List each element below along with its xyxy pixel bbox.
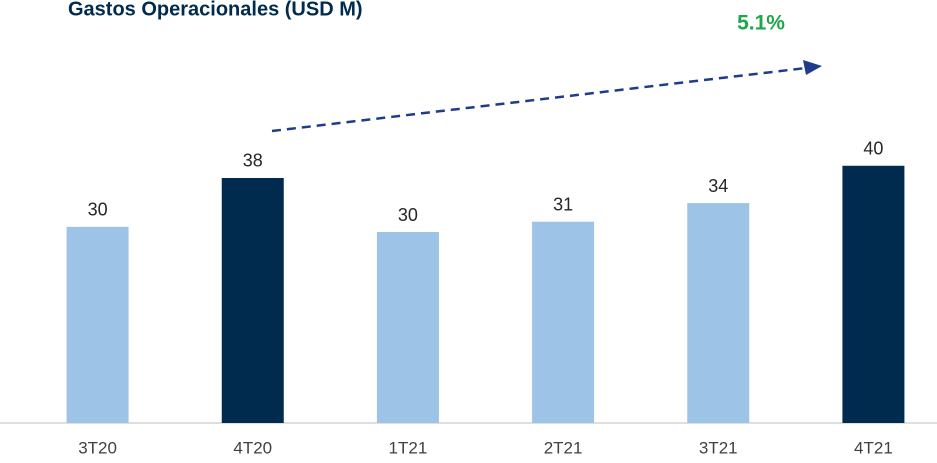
- bar: [532, 221, 595, 423]
- data-label: 30: [398, 205, 418, 225]
- x-tick-label: 1T21: [389, 438, 428, 457]
- data-label: 31: [553, 194, 573, 214]
- arrow-head: [803, 60, 822, 75]
- data-label: 38: [243, 151, 263, 171]
- x-tick-label: 3T20: [78, 438, 117, 457]
- data-label: 40: [863, 139, 883, 159]
- x-tick-label: 3T21: [699, 438, 738, 457]
- x-tick-label: 4T21: [854, 438, 893, 457]
- x-tick-label: 2T21: [544, 438, 583, 457]
- bar: [221, 177, 284, 423]
- x-tick-label: 4T20: [233, 438, 272, 457]
- trend-arrow: [271, 66, 807, 133]
- data-label: 34: [708, 176, 728, 196]
- data-label: 30: [88, 200, 108, 220]
- growth-annotation: 5.1%: [737, 12, 785, 35]
- bar: [842, 165, 905, 423]
- bar: [376, 232, 439, 423]
- bar: [66, 226, 129, 423]
- chart-title: Gastos Operacionales (USD M): [68, 0, 363, 20]
- bar: [687, 203, 750, 423]
